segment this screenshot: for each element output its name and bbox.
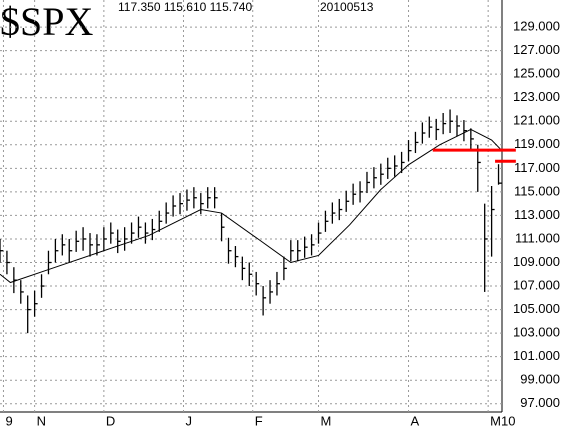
y-tick-label: 129.000: [513, 19, 560, 34]
y-tick-label: 121.000: [513, 113, 560, 128]
y-tick-label: 109.000: [513, 254, 560, 269]
x-tick-label: M: [321, 413, 332, 428]
y-tick-label: 99.000: [520, 372, 560, 387]
y-tick-label: 127.000: [513, 42, 560, 57]
y-tick-label: 105.000: [513, 301, 560, 316]
y-tick-label: 125.000: [513, 66, 560, 81]
x-tick-label: D: [106, 413, 115, 428]
header-values: 117.350 115.610 115.740: [118, 0, 252, 14]
header-date: 20100513: [320, 0, 374, 14]
y-tick-label: 101.000: [513, 348, 560, 363]
x-tick-label: F: [255, 413, 263, 428]
y-tick-label: 103.000: [513, 325, 560, 340]
x-tick-label: A: [411, 413, 420, 428]
moving-average: [0, 128, 503, 284]
x-tick-label: J: [185, 413, 192, 428]
y-tick-label: 97.000: [520, 395, 560, 410]
x-tick-label: 9: [5, 413, 12, 428]
y-tick-label: 123.000: [513, 89, 560, 104]
y-tick-label: 119.000: [514, 136, 560, 151]
y-tick-label: 117.000: [514, 160, 560, 175]
y-tick-label: 113.000: [514, 207, 560, 222]
x-tick-label: N: [37, 413, 46, 428]
y-tick-label: 111.000: [515, 230, 560, 245]
x-tick-label: M10: [490, 413, 515, 428]
y-tick-label: 115.000: [514, 183, 560, 198]
chart-title: $SPX: [0, 0, 93, 44]
y-tick-label: 107.000: [513, 277, 560, 292]
